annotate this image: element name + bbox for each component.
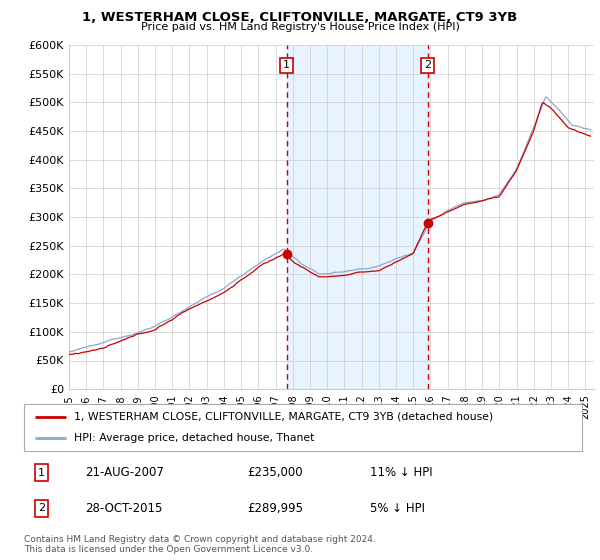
Text: 1: 1 <box>283 60 290 71</box>
Text: 1: 1 <box>38 468 45 478</box>
Text: 1, WESTERHAM CLOSE, CLIFTONVILLE, MARGATE, CT9 3YB (detached house): 1, WESTERHAM CLOSE, CLIFTONVILLE, MARGAT… <box>74 412 493 422</box>
Text: £289,995: £289,995 <box>247 502 303 515</box>
Text: 11% ↓ HPI: 11% ↓ HPI <box>370 466 433 479</box>
Text: Price paid vs. HM Land Registry's House Price Index (HPI): Price paid vs. HM Land Registry's House … <box>140 22 460 32</box>
Text: HPI: Average price, detached house, Thanet: HPI: Average price, detached house, Than… <box>74 433 314 444</box>
Text: £235,000: £235,000 <box>247 466 303 479</box>
Text: Contains HM Land Registry data © Crown copyright and database right 2024.
This d: Contains HM Land Registry data © Crown c… <box>24 535 376 554</box>
Text: 5% ↓ HPI: 5% ↓ HPI <box>370 502 425 515</box>
Bar <box>287 45 428 389</box>
Text: 28-OCT-2015: 28-OCT-2015 <box>85 502 163 515</box>
Text: 2: 2 <box>38 503 45 513</box>
Text: 2: 2 <box>424 60 431 71</box>
Text: 1, WESTERHAM CLOSE, CLIFTONVILLE, MARGATE, CT9 3YB: 1, WESTERHAM CLOSE, CLIFTONVILLE, MARGAT… <box>82 11 518 24</box>
Text: 21-AUG-2007: 21-AUG-2007 <box>85 466 164 479</box>
